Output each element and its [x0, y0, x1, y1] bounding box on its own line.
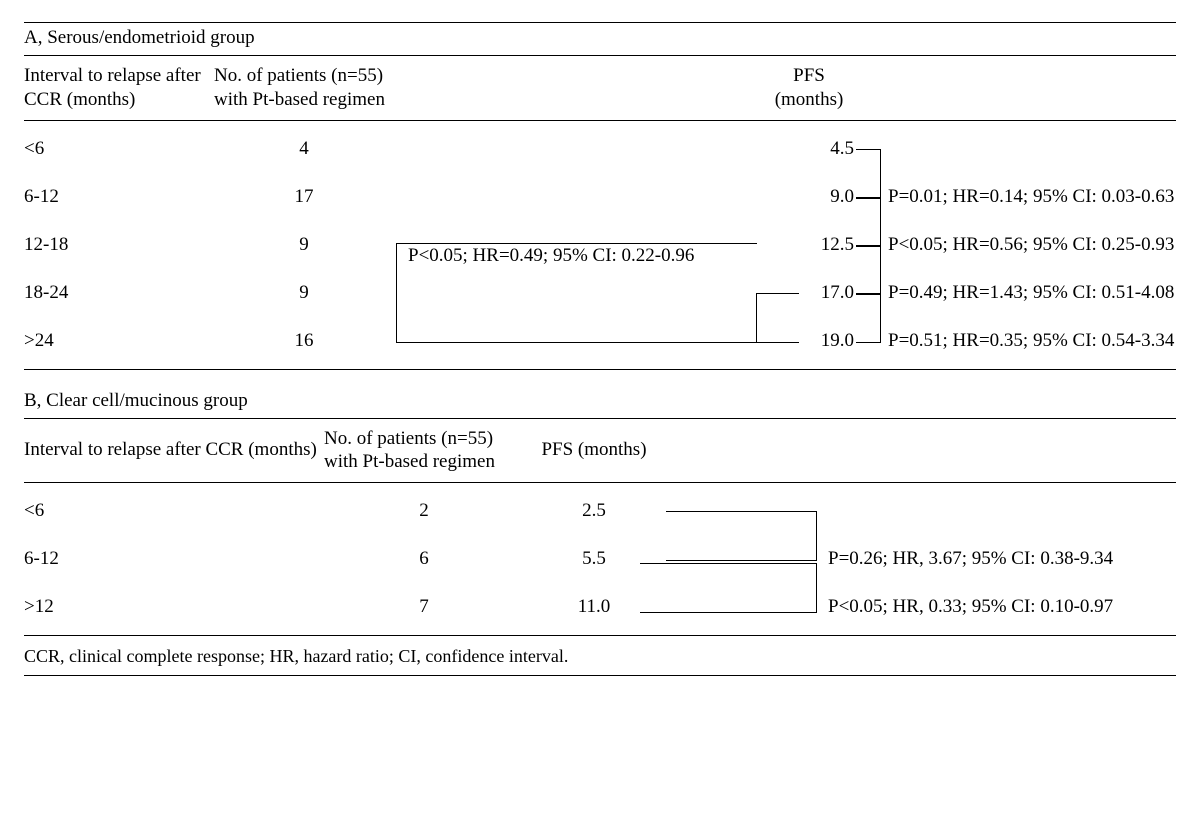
hdr-npatients-b: No. of patients (n=55) with Pt-based reg… — [324, 423, 524, 479]
rule-b-2 — [24, 482, 1176, 483]
cell-stats: P=0.49; HR=1.43; 95% CI: 0.51-4.08 — [884, 282, 1176, 304]
cell-n: 17 — [214, 186, 394, 208]
cell-interval: >12 — [24, 596, 324, 618]
bracket-b-1 — [666, 511, 817, 561]
cell-interval: 6-12 — [24, 186, 214, 208]
cell-interval: >24 — [24, 330, 214, 352]
cell-n: 16 — [214, 330, 394, 352]
footnote: CCR, clinical complete response; HR, haz… — [24, 640, 1176, 671]
hdr-interval-b: Interval to relapse after CCR (months) — [24, 434, 324, 466]
hdr-spacer-a — [394, 84, 764, 92]
rule-a-2 — [24, 120, 1176, 121]
table-row: 6-12 6 5.5 P=0.26; HR, 3.67; 95% CI: 0.3… — [24, 535, 1176, 583]
cell-stats: P=0.01; HR=0.14; 95% CI: 0.03-0.63 — [884, 186, 1176, 208]
cell-n: 4 — [214, 138, 394, 160]
cell-interval: 18-24 — [24, 282, 214, 304]
cell-n: 7 — [324, 596, 524, 618]
left-stats-a: P<0.05; HR=0.49; 95% CI: 0.22-0.96 — [404, 245, 698, 267]
table-a-body: P<0.05; HR=0.49; 95% CI: 0.22-0.96 /* po… — [24, 125, 1176, 365]
cell-pfs: 12.5 — [764, 234, 854, 256]
hdr-npatients-a: No. of patients (n=55) with Pt-based reg… — [214, 60, 394, 116]
cell-interval: 6-12 — [24, 548, 324, 570]
header-row-a: Interval to relapse after CCR (months) N… — [24, 60, 1176, 116]
cell-stats: P<0.05; HR=0.56; 95% CI: 0.25-0.93 — [884, 234, 1176, 256]
hdr-interval-a: Interval to relapse after CCR (months) — [24, 60, 214, 116]
cell-interval: <6 — [24, 500, 324, 522]
cell-n: 2 — [324, 500, 524, 522]
rule-a-bottom — [24, 369, 1176, 370]
table-row: <6 4 4.5 — [24, 125, 1176, 173]
cell-n: 9 — [214, 234, 394, 256]
cell-stats: P<0.05; HR, 0.33; 95% CI: 0.10-0.97 — [824, 596, 1176, 618]
rule-a-1 — [24, 55, 1176, 56]
table-row: >12 7 11.0 P<0.05; HR, 0.33; 95% CI: 0.1… — [24, 583, 1176, 631]
rule-b-1 — [24, 418, 1176, 419]
cell-n: 6 — [324, 548, 524, 570]
hdr-pfs-a: PFS (months) — [764, 60, 854, 116]
table-b-body: <6 2 2.5 6-12 6 5.5 P=0.26; HR, 3.67; 95… — [24, 487, 1176, 631]
table-row: 6-12 17 9.0 P=0.01; HR=0.14; 95% CI: 0.0… — [24, 173, 1176, 221]
cell-pfs: 4.5 — [764, 138, 854, 160]
rule-top-a — [24, 22, 1176, 23]
bracket-b-2 — [640, 563, 817, 613]
bracket-left-inner-a — [756, 293, 799, 343]
cell-stats: P=0.51; HR=0.35; 95% CI: 0.54-3.34 — [884, 330, 1176, 352]
cell-pfs: 2.5 — [524, 500, 664, 522]
cell-interval: 12-18 — [24, 234, 214, 256]
rule-footer — [24, 675, 1176, 676]
cell-pfs: 9.0 — [764, 186, 854, 208]
cell-interval: <6 — [24, 138, 214, 160]
section-b-title: B, Clear cell/mucinous group — [24, 390, 1176, 412]
rule-b-bottom — [24, 635, 1176, 636]
hdr-pfs-b: PFS (months) — [524, 434, 664, 466]
table-row: <6 2 2.5 — [24, 487, 1176, 535]
section-a-title: A, Serous/endometrioid group — [24, 27, 1176, 49]
cell-stats: P=0.26; HR, 3.67; 95% CI: 0.38-9.34 — [824, 548, 1176, 570]
cell-n: 9 — [214, 282, 394, 304]
header-row-b: Interval to relapse after CCR (months) N… — [24, 423, 1176, 479]
